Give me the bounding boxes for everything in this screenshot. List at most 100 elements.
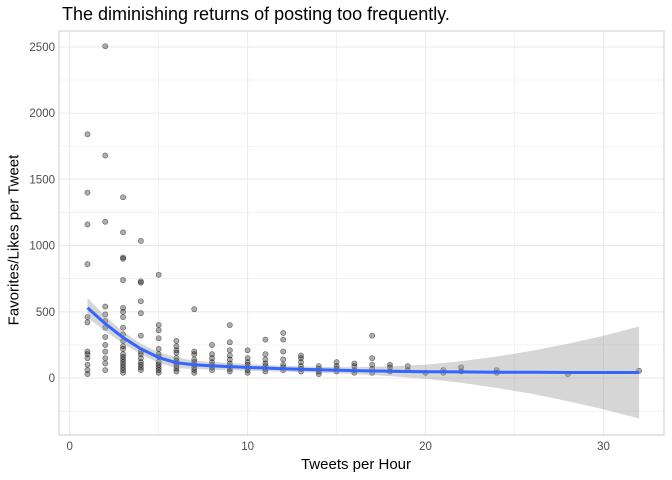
data-point [84, 221, 91, 228]
y-tick-label: 500 [36, 307, 55, 319]
data-point [102, 355, 109, 362]
data-point [173, 349, 180, 356]
data-point [102, 43, 109, 50]
data-point [226, 368, 233, 375]
data-point [209, 351, 215, 358]
data-point [155, 369, 162, 376]
data-point [84, 355, 91, 362]
data-point [137, 367, 144, 373]
data-point [404, 363, 411, 370]
data-point [209, 355, 215, 362]
data-point [155, 327, 162, 334]
data-point [84, 319, 91, 326]
data-point [262, 351, 269, 358]
data-point [102, 303, 109, 310]
data-point [120, 369, 126, 376]
data-point [137, 355, 144, 362]
x-tick-label: 30 [597, 441, 610, 453]
x-tick-label: 10 [241, 441, 254, 453]
smooth-line [86, 306, 640, 374]
data-point [280, 356, 287, 363]
panel-border [58, 30, 665, 436]
data-point [191, 369, 198, 376]
data-point [226, 347, 233, 354]
data-point [369, 332, 376, 339]
confidence-band [87, 297, 640, 419]
data-point [209, 342, 215, 348]
y-tick-label: 0 [49, 373, 55, 385]
data-point [209, 367, 215, 373]
data-point [458, 364, 465, 371]
data-point [102, 367, 109, 373]
y-tick-label: 1500 [29, 174, 55, 186]
data-point [120, 308, 126, 315]
data-point [280, 330, 287, 336]
data-point [84, 371, 91, 377]
data-point [351, 363, 358, 370]
data-point [226, 352, 233, 359]
data-point [137, 332, 144, 339]
data-point [137, 278, 144, 285]
data-point [137, 279, 144, 286]
data-point [226, 339, 233, 346]
data-point [84, 189, 91, 196]
x-axis-label: Tweets per Hour [300, 456, 412, 473]
data-point [191, 351, 198, 358]
data-point [120, 229, 126, 236]
x-tick-label: 20 [419, 441, 432, 453]
data-point [173, 368, 180, 375]
data-point [120, 255, 126, 262]
data-point [84, 261, 91, 268]
data-point [315, 371, 322, 377]
data-point [244, 347, 251, 354]
data-point [262, 356, 269, 363]
y-axis-label: Favorites/Likes per Tweet [5, 154, 23, 326]
data-point [84, 131, 91, 138]
x-tick-label: 0 [66, 441, 72, 453]
data-point [102, 218, 109, 225]
data-point [155, 346, 162, 352]
data-point [137, 238, 144, 244]
data-point [120, 346, 126, 352]
chart-title: The diminishing returns of posting too f… [62, 4, 450, 24]
data-point [155, 322, 162, 328]
data-point [226, 322, 233, 328]
data-point [84, 367, 91, 373]
data-point [137, 298, 144, 305]
data-point [191, 306, 198, 313]
data-point [84, 361, 91, 368]
data-point [102, 152, 109, 159]
data-point [226, 356, 233, 363]
y-tick-label: 1000 [29, 241, 55, 253]
data-point [262, 336, 269, 343]
data-point [120, 324, 126, 331]
data-point [102, 348, 109, 355]
data-point [102, 334, 109, 340]
data-point [280, 336, 287, 343]
data-point [120, 254, 126, 261]
data-point [244, 355, 251, 362]
data-point [173, 338, 180, 344]
data-point [120, 314, 126, 321]
data-point [120, 194, 126, 201]
data-point [333, 359, 340, 366]
y-tick-label: 2000 [29, 108, 55, 120]
data-point [298, 359, 304, 366]
data-point [102, 342, 109, 348]
y-tick-label: 2500 [29, 42, 55, 54]
data-point [120, 304, 126, 311]
data-point [137, 310, 144, 317]
data-point [102, 311, 109, 318]
data-point [280, 348, 287, 355]
data-point [369, 355, 376, 362]
data-point [369, 361, 376, 368]
data-point [155, 271, 162, 278]
data-point [244, 369, 251, 376]
data-point [84, 351, 91, 358]
data-point [173, 343, 180, 350]
data-point [137, 351, 144, 358]
data-point [298, 355, 304, 362]
data-point [155, 335, 162, 342]
data-point [102, 360, 109, 367]
